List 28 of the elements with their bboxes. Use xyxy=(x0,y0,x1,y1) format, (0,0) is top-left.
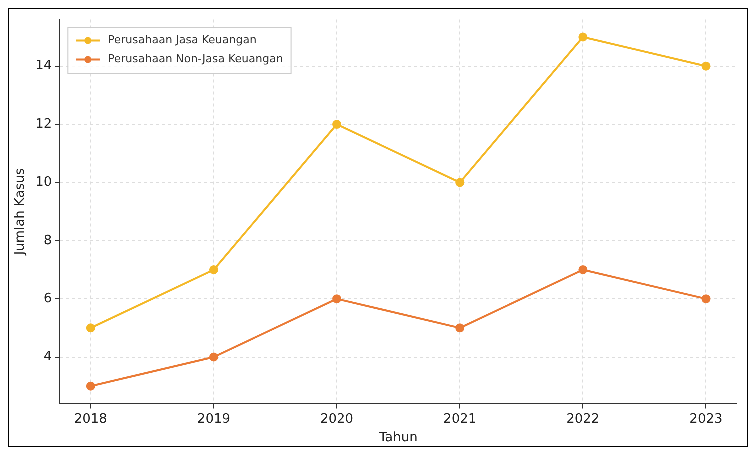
point xyxy=(86,324,96,333)
y-tick-label: 8 xyxy=(44,233,52,248)
legend-label: Perusahaan Jasa Keuangan xyxy=(108,34,257,47)
point xyxy=(456,324,465,333)
y-tick-label: 10 xyxy=(36,175,52,190)
point xyxy=(456,178,465,188)
x-tick-label: 2020 xyxy=(320,412,354,427)
y-tick-label: 12 xyxy=(36,116,52,132)
point xyxy=(209,265,218,274)
x-axis-title: Tahun xyxy=(378,430,418,446)
legend-label: Perusahaan Non-Jasa Keuangan xyxy=(108,52,284,66)
y-axis-title: Jumlah Kasus xyxy=(13,168,28,256)
point xyxy=(209,352,218,362)
point xyxy=(702,294,711,304)
x-tick-label: 2021 xyxy=(444,412,477,427)
x-tick-label: 2022 xyxy=(566,412,600,427)
x-tick-label: 2018 xyxy=(74,412,108,427)
y-tick-label: 4 xyxy=(44,350,52,365)
y-tick-label: 6 xyxy=(44,291,52,306)
x-tick-label: 2023 xyxy=(690,412,723,427)
point xyxy=(578,32,588,42)
x-tick-label: 2019 xyxy=(197,412,231,427)
point xyxy=(332,294,342,304)
point xyxy=(578,265,588,274)
point xyxy=(332,120,342,130)
y-tick-label: 14 xyxy=(36,58,52,74)
point xyxy=(702,62,711,71)
point xyxy=(86,382,96,391)
